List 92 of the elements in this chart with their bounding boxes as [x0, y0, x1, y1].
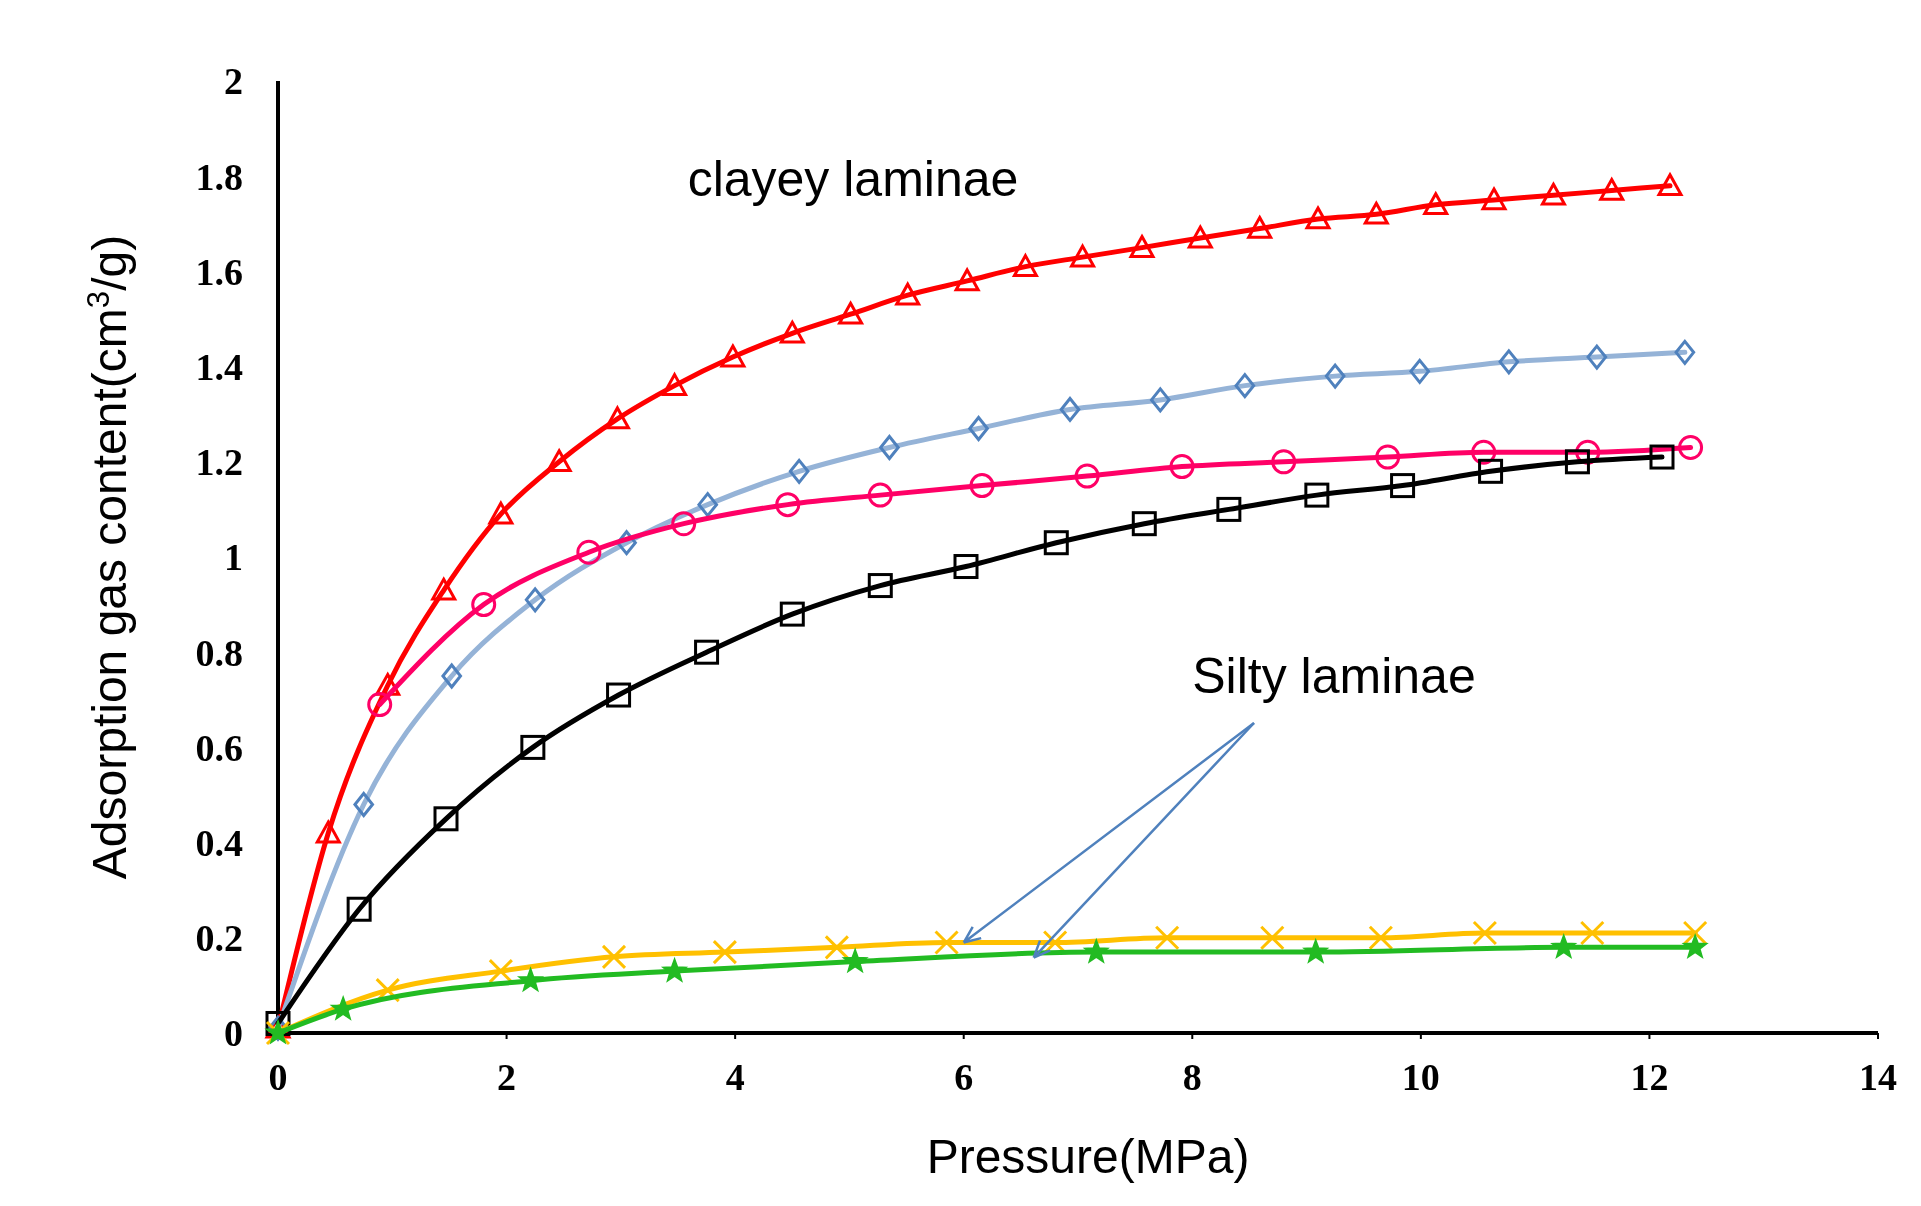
- point: [1368, 925, 1394, 951]
- x-tick-label: 2: [497, 1056, 517, 1098]
- x-tick-label: 6: [954, 1056, 974, 1098]
- x-axis-title: Pressure(MPa): [926, 1130, 1250, 1183]
- point: [953, 554, 979, 580]
- point: [1259, 925, 1285, 951]
- y-tick-label: 1.8: [195, 155, 243, 198]
- point: [1154, 925, 1180, 951]
- point: [1478, 458, 1504, 484]
- point: [662, 373, 688, 396]
- point: [867, 482, 893, 508]
- point: [520, 734, 546, 760]
- point: [606, 682, 632, 708]
- point: [1187, 225, 1213, 249]
- point: [315, 820, 341, 844]
- point: [1682, 920, 1708, 946]
- y-tick-label: 1.6: [195, 250, 243, 293]
- point: [1084, 939, 1109, 963]
- point: [694, 639, 720, 665]
- point: [1678, 435, 1704, 461]
- point: [346, 896, 372, 922]
- point: [842, 948, 868, 973]
- point: [1303, 939, 1328, 963]
- annotation: clayey laminae: [687, 151, 1019, 207]
- point: [1649, 444, 1675, 470]
- point: [265, 1010, 291, 1036]
- point: [1043, 530, 1069, 556]
- point: [779, 601, 805, 627]
- point: [1375, 444, 1401, 470]
- point: [867, 573, 893, 599]
- point: [431, 577, 457, 601]
- point: [1599, 177, 1625, 201]
- point: [1131, 511, 1157, 537]
- point: [824, 934, 850, 960]
- point: [518, 967, 543, 992]
- point: [546, 449, 572, 473]
- point: [1216, 496, 1242, 522]
- point: [1304, 482, 1330, 508]
- point: [775, 492, 801, 518]
- point: [1579, 920, 1605, 946]
- point: [1423, 192, 1449, 216]
- point: [1129, 235, 1155, 258]
- x-tick-label: 8: [1182, 1056, 1202, 1098]
- x-tick-label: 14: [1859, 1056, 1897, 1098]
- point: [433, 806, 459, 832]
- point: [1247, 216, 1273, 239]
- point: [720, 344, 746, 368]
- point: [488, 501, 514, 525]
- annotation: Silty laminae: [1192, 648, 1476, 704]
- point: [934, 930, 960, 956]
- point: [367, 692, 393, 718]
- point: [488, 958, 514, 984]
- x-tick-label: 12: [1630, 1056, 1669, 1098]
- x-tick-label: 0: [268, 1056, 288, 1098]
- point: [1012, 254, 1038, 277]
- point: [1074, 463, 1100, 489]
- point: [601, 944, 627, 970]
- point: [838, 301, 864, 325]
- y-tick-label: 0.2: [195, 917, 243, 960]
- point: [604, 406, 630, 430]
- y-tick-label: 0.6: [195, 726, 243, 769]
- point: [954, 268, 980, 292]
- y-tick-label: 1: [224, 536, 243, 579]
- point: [1271, 449, 1297, 475]
- x-tick-label: 4: [725, 1056, 745, 1098]
- y-tick-label: 0.8: [195, 631, 243, 674]
- x-tick-label: 10: [1401, 1056, 1440, 1098]
- point: [1481, 187, 1507, 211]
- point: [1070, 244, 1096, 268]
- y-tick-label: 1.4: [195, 345, 243, 388]
- point: [1551, 934, 1576, 958]
- point: [969, 473, 995, 499]
- point: [576, 539, 602, 565]
- point: [712, 939, 738, 965]
- point: [471, 592, 497, 618]
- point: [1657, 173, 1683, 197]
- point: [1540, 182, 1566, 206]
- point: [1305, 206, 1331, 230]
- point: [1363, 201, 1389, 225]
- point: [1472, 920, 1498, 946]
- point: [1682, 934, 1708, 958]
- point: [779, 320, 805, 344]
- y-tick-label: 1.2: [195, 441, 243, 484]
- point: [895, 282, 921, 306]
- y-tick-label: 0: [224, 1012, 243, 1055]
- point: [1390, 473, 1416, 499]
- point: [1169, 454, 1195, 480]
- point: [671, 511, 697, 537]
- y-tick-label: 0.4: [195, 821, 243, 864]
- point: [1564, 449, 1590, 475]
- y-tick-label: 2: [224, 60, 243, 103]
- point: [662, 958, 687, 982]
